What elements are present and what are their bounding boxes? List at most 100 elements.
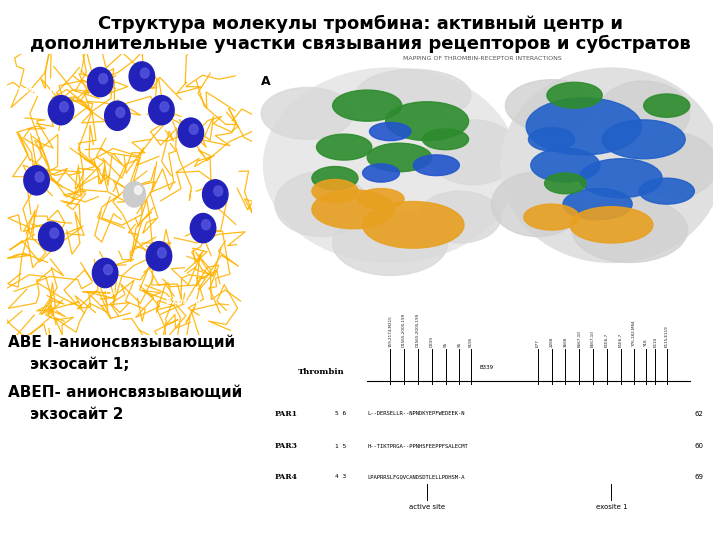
Text: D339: D339 [430,335,433,347]
Circle shape [116,107,125,118]
Circle shape [39,222,64,251]
Ellipse shape [505,80,598,132]
Circle shape [202,220,210,230]
Text: Структура молекулы тромбина: активный центр и: Структура молекулы тромбина: активный це… [97,15,623,33]
Text: 2268: 2268 [549,336,554,347]
Text: E77: E77 [536,339,540,347]
Circle shape [124,182,145,207]
Text: S5: S5 [444,341,448,347]
Circle shape [88,68,113,97]
Ellipse shape [386,102,469,140]
Circle shape [99,73,107,84]
Ellipse shape [264,68,517,262]
Text: экзосайт 1;: экзосайт 1; [30,357,130,372]
Ellipse shape [312,190,395,229]
Text: LPAPRRSLFGQVCANDSDTLELLPDHSM-A: LPAPRRSLFGQVCANDSDTLELLPDHSM-A [367,474,464,479]
Circle shape [104,265,112,275]
Text: L--DERSELLR--NPNDKYEPFWEDEEK-N: L--DERSELLR--NPNDKYEPFWEDEEK-N [367,411,464,416]
Circle shape [92,259,118,288]
Text: 68: 68 [206,233,215,240]
Circle shape [158,248,166,258]
Text: exosite 1: exosite 1 [595,504,627,510]
Text: H--TIKTPRGA--PPNHSFEEPPFSALECMT: H--TIKTPRGA--PPNHSFEEPPFSALECMT [367,444,468,449]
Ellipse shape [526,98,642,155]
Ellipse shape [547,82,602,108]
Text: Thrombin: Thrombin [298,368,344,376]
Ellipse shape [544,173,586,194]
Circle shape [135,186,142,194]
Text: PAR1: PAR1 [275,410,298,418]
Ellipse shape [524,204,579,230]
Ellipse shape [363,164,400,182]
Circle shape [189,124,198,134]
Text: 62: 62 [695,411,703,417]
Text: 89: 89 [113,104,122,110]
Circle shape [190,213,216,242]
Circle shape [24,166,49,195]
Text: 154: 154 [104,289,117,296]
Ellipse shape [634,133,717,198]
Text: D1565,2005,199: D1565,2005,199 [416,312,420,347]
Text: A: A [261,75,271,87]
Text: 3668: 3668 [563,336,567,347]
Text: 247: 247 [160,102,173,107]
Circle shape [178,118,204,147]
Text: Y76,182,M84: Y76,182,M84 [632,320,636,347]
Ellipse shape [356,69,471,121]
Ellipse shape [275,172,367,237]
Text: E1E6,7: E1E6,7 [618,332,623,347]
Text: S195: S195 [469,336,473,347]
Ellipse shape [572,198,688,262]
Text: 1 5: 1 5 [335,444,346,449]
Ellipse shape [528,127,575,151]
Ellipse shape [333,211,448,275]
Ellipse shape [358,188,404,210]
Text: 69: 69 [695,474,703,480]
Circle shape [35,172,44,182]
Text: экзосайт 2: экзосайт 2 [30,407,124,422]
Text: B339: B339 [480,365,494,370]
Text: E110: E110 [653,336,657,347]
Text: 4 3: 4 3 [335,474,346,479]
Ellipse shape [427,120,519,185]
Text: 252: 252 [143,65,156,71]
Text: 159,2174,M215: 159,2174,M215 [388,315,392,347]
Text: Exosite I: Exosite I [166,296,207,306]
Ellipse shape [423,129,469,150]
Text: Exosite II: Exosite II [12,86,55,95]
Text: E667,10: E667,10 [591,329,595,347]
Text: E667,10: E667,10 [577,329,581,347]
Ellipse shape [312,179,358,203]
Ellipse shape [531,148,600,182]
Ellipse shape [333,90,402,121]
Text: MAPPING OF THROMBIN-RECEPTOR INTERACTIONS: MAPPING OF THROMBIN-RECEPTOR INTERACTION… [403,56,562,62]
Text: 5 6: 5 6 [335,411,346,416]
Text: D1565,2005,199: D1565,2005,199 [402,312,406,347]
Ellipse shape [598,81,690,146]
Ellipse shape [363,201,464,248]
Text: АВЕП- анионсвязывающий: АВЕП- анионсвязывающий [8,385,242,400]
Text: PAR4: PAR4 [275,472,298,481]
Text: дополнительные участки связывания рецепторов и субстратов: дополнительные участки связывания рецепт… [30,35,690,53]
Circle shape [104,101,130,130]
Text: 248: 248 [69,62,82,68]
Ellipse shape [492,172,584,237]
Circle shape [149,96,174,125]
Ellipse shape [312,166,358,190]
Text: 245: 245 [45,110,58,116]
Text: Y18: Y18 [644,339,648,347]
Text: S5: S5 [457,341,462,347]
Ellipse shape [418,191,501,243]
Text: E115,E119: E115,E119 [665,325,669,347]
Ellipse shape [413,155,459,176]
Ellipse shape [644,94,690,117]
Text: АВЕ I-анионсвязывающий: АВЕ I-анионсвязывающий [8,335,235,350]
Ellipse shape [579,159,662,198]
Text: 174: 174 [13,177,26,184]
Ellipse shape [639,178,694,204]
Ellipse shape [501,68,720,262]
Circle shape [129,62,155,91]
Text: active site: active site [409,504,445,510]
Ellipse shape [369,123,411,140]
Circle shape [48,96,73,125]
